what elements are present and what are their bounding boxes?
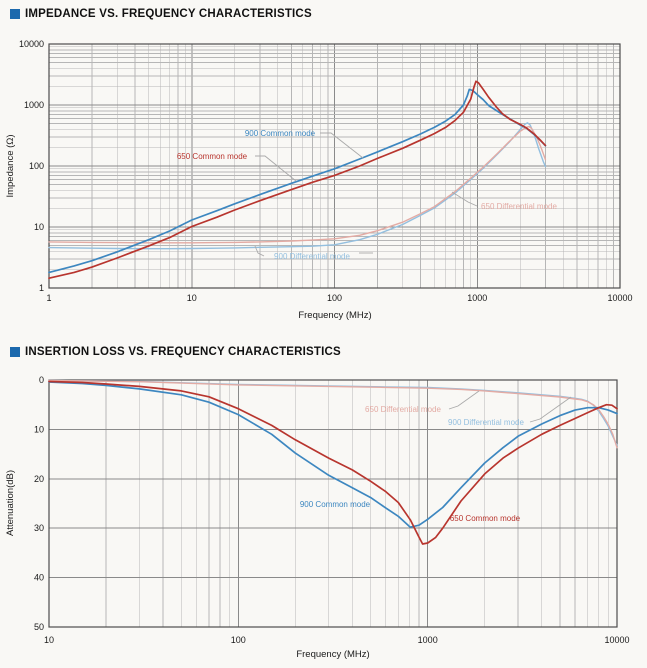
label-leader-line <box>451 191 478 207</box>
impedance-vs-frequency-characteristics-plot: 900 Common mode 650 Common mode 900 Differ… <box>5 39 633 321</box>
grid-lines <box>48 43 621 289</box>
series-label-650-differential-mode: 650 Differential mode <box>481 202 557 211</box>
x-axis-title: Frequency (MHz) <box>296 649 369 660</box>
title-bullet-icon <box>10 347 20 357</box>
y-tick-label: 50 <box>34 622 44 632</box>
y-axis-title: Impedance (Ω) <box>5 134 16 197</box>
label-leader-line <box>448 390 480 410</box>
y-tick-label: 20 <box>34 474 44 484</box>
series-label-900-differential-mode: 900 Differential mode <box>274 252 350 261</box>
series-650-common-mode <box>48 380 618 545</box>
series-label-900-common-mode: 900 Common mode <box>300 500 371 509</box>
title-bullet-icon <box>10 9 20 19</box>
y-tick-label: 100 <box>29 161 44 171</box>
series-650-differential-mode <box>48 379 618 449</box>
y-tick-label: 10 <box>34 424 44 434</box>
x-axis-title: Frequency (MHz) <box>298 310 371 321</box>
impedance-chart-title: IMPEDANCE VS. FREQUENCY CHARACTERISTICS <box>10 8 312 20</box>
y-tick-label: 1 <box>39 283 44 293</box>
plot-border <box>48 43 621 289</box>
series-900-common-mode <box>48 381 618 529</box>
series-curves <box>48 80 547 280</box>
insertion-loss-title-text: INSERTION LOSS VS. FREQUENCY CHARACTERIS… <box>25 346 341 358</box>
series-650-differential-mode <box>48 125 547 244</box>
plot-border <box>48 379 618 628</box>
impedance-title-text: IMPEDANCE VS. FREQUENCY CHARACTERISTICS <box>25 8 312 20</box>
series-labels: 900 Common mode 650 Common mode 900 Differ… <box>177 129 558 261</box>
x-tick-label: 1 <box>46 293 51 303</box>
series-label-650-common-mode: 650 Common mode <box>177 152 248 161</box>
series-label-900-common-mode: 900 Common mode <box>245 129 316 138</box>
x-tick-label: 10 <box>187 293 197 303</box>
label-leader-line <box>255 155 297 182</box>
y-tick-label: 10000 <box>19 39 44 49</box>
x-tick-label: 100 <box>231 635 246 645</box>
x-tick-label: 100 <box>327 293 342 303</box>
series-900-differential-mode <box>48 379 618 446</box>
y-tick-label: 40 <box>34 573 44 583</box>
series-label-650-differential-mode: 650 Differential mode <box>365 405 441 414</box>
axis-tick-labels: 10 100 1000 10000 0 10 20 30 40 50 <box>34 375 630 645</box>
series-650-common-mode <box>48 80 547 280</box>
insertion-loss-chart-title: INSERTION LOSS VS. FREQUENCY CHARACTERIS… <box>10 346 341 358</box>
series-labels: 650 Differential mode 900 Differential mo… <box>300 390 572 523</box>
label-leader-line <box>529 396 572 423</box>
x-tick-label: 10000 <box>607 293 632 303</box>
insertion-loss-vs-frequency-characteristics-plot: 650 Differential mode 900 Differential mo… <box>5 375 630 660</box>
y-tick-label: 10 <box>34 222 44 232</box>
y-axis-title: Attenuation(dB) <box>5 470 16 536</box>
x-tick-label: 1000 <box>467 293 487 303</box>
series-label-900-differential-mode: 900 Differential mode <box>448 418 524 427</box>
series-label-650-common-mode: 650 Common mode <box>450 514 521 523</box>
y-tick-label: 30 <box>34 523 44 533</box>
label-leader-line <box>254 245 265 257</box>
label-leader-line <box>320 132 364 159</box>
y-tick-label: 1000 <box>24 100 44 110</box>
y-tick-label: 0 <box>39 375 44 385</box>
series-900-differential-mode <box>48 122 547 250</box>
axis-tick-labels: 1 10 100 1000 10000 1 10 100 1000 10000 <box>19 39 633 303</box>
series-curves <box>48 379 618 545</box>
x-tick-label: 10 <box>44 635 54 645</box>
x-tick-label: 10000 <box>604 635 629 645</box>
x-tick-label: 1000 <box>418 635 438 645</box>
